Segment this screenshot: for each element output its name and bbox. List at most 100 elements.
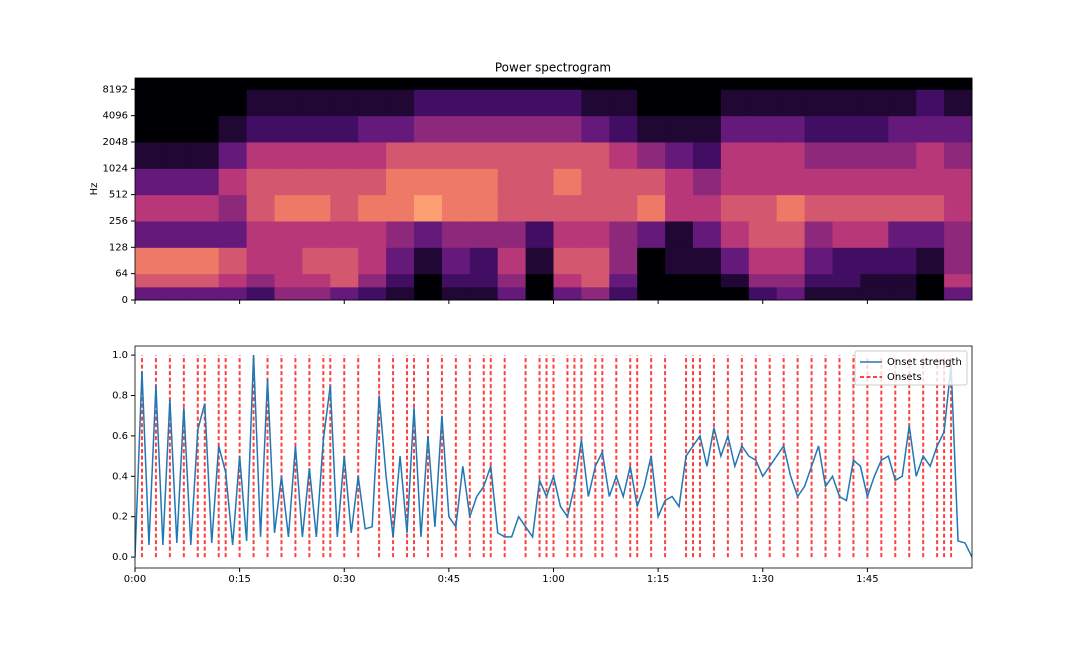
chart-title: Power spectrogram [495, 61, 611, 75]
heat-cell [386, 273, 415, 288]
heat-cell [581, 194, 610, 222]
heat-cell [302, 89, 331, 117]
heat-cell [469, 89, 499, 117]
heat-cell [274, 273, 303, 288]
heat-cell [637, 286, 666, 301]
heat-cell [386, 286, 415, 301]
series-line [135, 355, 972, 558]
heat-cell [748, 89, 778, 117]
heat-cell [720, 168, 750, 196]
heat-cell [637, 141, 666, 169]
heat-cell [162, 89, 192, 117]
heat-cell [135, 220, 164, 248]
heat-cell [358, 141, 387, 169]
heat-cell [944, 273, 973, 288]
legend-label: Onset strength [887, 357, 962, 368]
heat-cell [637, 273, 666, 288]
heat-cell [358, 168, 387, 196]
heat-cell [720, 286, 750, 301]
heat-cell [860, 168, 889, 196]
heat-cell [162, 78, 192, 90]
heat-cell [190, 115, 220, 143]
heat-cell [888, 115, 917, 143]
y-tick-label: 0 [122, 295, 128, 306]
heat-cell [469, 115, 499, 143]
heat-cell [302, 141, 331, 169]
heat-cell [916, 247, 945, 275]
heat-cell [637, 194, 666, 222]
heat-cell [860, 273, 889, 288]
heat-cell [748, 141, 778, 169]
y-tick-label: 0.8 [112, 390, 128, 401]
heat-cell [693, 273, 722, 288]
heat-cell [497, 273, 527, 288]
heat-cell [358, 89, 387, 117]
heat-cell [860, 247, 889, 275]
heat-cell [469, 194, 499, 222]
heat-cell [246, 247, 275, 275]
y-tick-label: 0.2 [112, 512, 128, 523]
heat-cell [302, 115, 331, 143]
x-tick-label: 1:00 [542, 574, 564, 585]
heat-cell [246, 220, 275, 248]
heat-cell [609, 141, 638, 169]
heat-cell [637, 220, 666, 248]
heat-cell [609, 247, 638, 275]
heat-cell [497, 141, 527, 169]
heat-cell [190, 286, 220, 301]
plot-area [135, 355, 972, 558]
heat-cell [358, 115, 387, 143]
heat-cell [944, 89, 973, 117]
heat-cell [748, 115, 778, 143]
heat-cell [553, 286, 582, 301]
heat-cell [246, 168, 275, 196]
heat-cell [302, 168, 331, 196]
heat-cell [190, 220, 220, 248]
heat-cell [525, 273, 554, 288]
heat-cell [693, 78, 722, 90]
heat-cell [330, 168, 359, 196]
heat-cell [804, 141, 833, 169]
heat-cell [693, 141, 722, 169]
heat-cell [274, 141, 303, 169]
heat-cell [330, 286, 359, 301]
heat-cell [441, 220, 471, 248]
heat-cell [637, 115, 666, 143]
heat-cell [302, 194, 331, 222]
heat-cell [414, 194, 443, 222]
heat-cell [609, 220, 638, 248]
heat-cell [469, 78, 499, 90]
heat-cell [135, 115, 164, 143]
heat-cell [944, 286, 973, 301]
heat-cell [441, 194, 471, 222]
heat-cell [358, 78, 387, 90]
heat-cell [525, 141, 554, 169]
heat-cell [441, 141, 471, 169]
heat-cell [581, 89, 610, 117]
heat-cell [302, 220, 331, 248]
heat-cell [693, 220, 722, 248]
heat-cell [135, 273, 164, 288]
heat-cell [860, 115, 889, 143]
y-tick-label: 1.0 [112, 350, 128, 361]
heat-cell [386, 220, 415, 248]
heat-cell [135, 89, 164, 117]
heat-cell [944, 141, 973, 169]
heat-cell [888, 247, 917, 275]
x-tick-label: 0:15 [228, 574, 250, 585]
x-tick-label: 1:15 [647, 574, 669, 585]
heat-cell [274, 89, 303, 117]
y-tick-label: 1024 [103, 163, 128, 174]
heat-cell [330, 273, 359, 288]
heat-cell [414, 89, 443, 117]
legend-label: Onsets [887, 372, 922, 383]
heat-cell [190, 194, 220, 222]
heat-cell [358, 247, 387, 275]
heat-cell [748, 247, 778, 275]
heat-cell [190, 168, 220, 196]
heat-cell [832, 194, 861, 222]
heat-cell [162, 247, 192, 275]
heat-cell [553, 168, 582, 196]
heat-cell [553, 141, 582, 169]
